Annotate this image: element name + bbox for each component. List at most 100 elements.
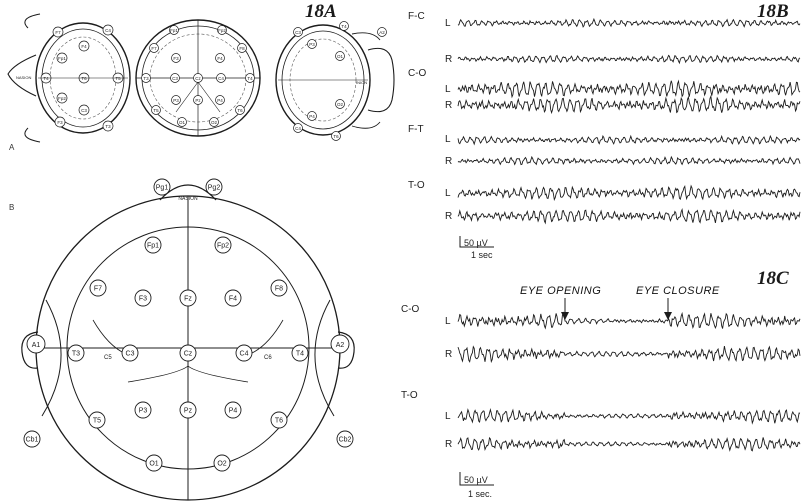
lead-label-c-to: T-O: [401, 390, 418, 401]
svg-text:Fp1: Fp1: [170, 28, 178, 33]
head-view-right: INION O1 O2 P3 P4 C3 C4 T4 T6 A2: [275, 21, 395, 141]
svg-text:C3: C3: [295, 30, 301, 35]
svg-text:Cb1: Cb1: [26, 437, 39, 444]
svg-text:T3: T3: [143, 76, 149, 81]
lead-label-fc: F-C: [408, 11, 425, 22]
svg-text:Pg2: Pg2: [208, 185, 221, 192]
right-ear-outline: [337, 331, 355, 369]
electrode-c4: C4: [235, 344, 253, 362]
svg-text:T3: T3: [105, 124, 111, 129]
svg-text:Pg1: Pg1: [156, 185, 169, 192]
svg-text:T6: T6: [275, 418, 283, 425]
svg-text:C4: C4: [295, 126, 301, 131]
trace-c-to-l: [457, 407, 801, 425]
electrode-p4: P4: [224, 401, 242, 419]
svg-text:P3: P3: [139, 408, 148, 415]
channel-ft-r: R: [445, 156, 453, 167]
head-view-top: Fp1 Fp2 F3 F4 F7 F8 C3 C4 Cz Pz P3 P4 T3 T4 T5 T6 O1 O2: [135, 19, 261, 137]
electrode-pg1: Pg1: [153, 178, 171, 196]
electrode-f7: F7: [89, 279, 107, 297]
svg-text:P4: P4: [217, 98, 223, 103]
event-eye-opening: EYE OPENING: [520, 285, 602, 297]
svg-text:T3: T3: [72, 351, 80, 358]
panel-label-18b: 18B: [757, 1, 789, 22]
trace-b-to-r: [457, 208, 801, 225]
diagram-a-head-views: NASION F7 Fp1 Fp2 F3 F4 C3 C4 T3 T4 T5 T6 Fp1 Fp2 F3 F4…: [7, 13, 395, 143]
electrode-o1: O1: [145, 454, 163, 472]
svg-text:P4: P4: [229, 408, 238, 415]
eye-closure-arrowhead: [664, 312, 672, 320]
calibration-b-bar: [459, 236, 494, 248]
svg-text:Fp2: Fp2: [217, 243, 229, 250]
svg-text:O1: O1: [337, 54, 344, 59]
svg-text:T4: T4: [341, 24, 347, 29]
calibration-b-amplitude: 50 µV: [464, 238, 488, 248]
svg-text:F4: F4: [217, 56, 223, 61]
ear-electrode-a1: A1: [26, 334, 46, 354]
electrode-fp1: Fp1: [144, 236, 162, 254]
nose-outline: [159, 184, 217, 201]
calibration-c-time: 1 sec.: [468, 489, 493, 499]
svg-text:T5: T5: [93, 418, 101, 425]
trace-b-fc-r: [457, 54, 801, 65]
svg-text:T5: T5: [153, 108, 159, 113]
channel-c-to-l: L: [445, 411, 451, 422]
svg-text:C4: C4: [218, 76, 224, 81]
svg-text:Fp1: Fp1: [147, 243, 159, 250]
left-temporal-arc: [41, 299, 62, 417]
electrode-t4: T4: [291, 344, 309, 362]
channel-to-l: L: [445, 188, 451, 199]
svg-text:C3: C3: [81, 108, 87, 113]
left-ear-outline: [21, 331, 39, 369]
trace-c-co-r: [457, 345, 801, 364]
electrode-t5: T5: [88, 411, 106, 429]
calibration-c-bar: [459, 472, 494, 486]
sub-label-b: B: [9, 203, 15, 212]
channel-c-co-r: R: [445, 349, 453, 360]
svg-text:F3: F3: [173, 56, 179, 61]
channel-c-co-l: L: [445, 316, 451, 327]
electrode-pg2: Pg2: [205, 178, 223, 196]
svg-text:P4: P4: [309, 114, 315, 119]
ear-electrode-a2: A2: [330, 334, 350, 354]
svg-text:F3: F3: [139, 296, 147, 303]
svg-text:F7: F7: [94, 286, 102, 293]
electrode-t3: T3: [67, 344, 85, 362]
electrode-cz: Cz: [179, 344, 197, 362]
electrode-p3: P3: [134, 401, 152, 419]
svg-text:O2: O2: [217, 461, 226, 468]
electrode-f4: F4: [224, 289, 242, 307]
svg-text:F8: F8: [275, 286, 283, 293]
svg-text:T6: T6: [333, 134, 339, 139]
sub-label-a: A: [9, 143, 15, 152]
trace-b-to-l: [457, 184, 801, 201]
panel-label-18a: 18A: [305, 1, 337, 22]
right-temporal-arc: [314, 299, 335, 417]
svg-text:F8: F8: [239, 46, 245, 51]
svg-text:F3: F3: [57, 120, 63, 125]
channel-co-l: L: [445, 84, 451, 95]
electrode-f3: F3: [134, 289, 152, 307]
right-radial-line: [187, 365, 249, 383]
svg-text:P3: P3: [173, 98, 179, 103]
lead-label-to: T-O: [408, 180, 425, 191]
svg-text:T4: T4: [296, 351, 304, 358]
diagram-b-electrode-map: NASIONINIONPg1Pg2Fp1Fp2F7F3FzF4F8T3C3CzC…: [21, 178, 355, 501]
trace-b-co-r: [457, 94, 801, 115]
electrode-pz: Pz: [179, 401, 197, 419]
svg-text:C3: C3: [126, 351, 135, 358]
calibration-c-amplitude: 50 µV: [464, 475, 488, 485]
channel-fc-r: R: [445, 54, 453, 65]
lead-label-c-co: C-O: [401, 304, 420, 315]
electrode-fp2: Fp2: [214, 236, 232, 254]
svg-text:Pz: Pz: [195, 98, 201, 103]
svg-text:O2: O2: [337, 102, 344, 107]
eye-opening-arrowhead: [561, 312, 569, 320]
trace-b-fc-l: [457, 17, 801, 28]
svg-text:Fz: Fz: [184, 296, 192, 303]
svg-text:T5: T5: [115, 76, 121, 81]
trace-c-co-l: [457, 311, 801, 330]
channel-fc-l: L: [445, 18, 451, 29]
svg-text:F4: F4: [229, 296, 237, 303]
